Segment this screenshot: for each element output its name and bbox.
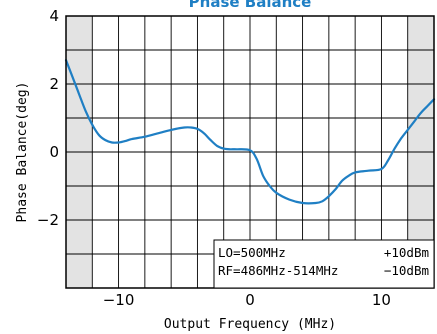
series-layer <box>64 59 436 205</box>
legend-box: LO=500MHz +10dBm RF=486MHz-514MHz −10dBm <box>213 239 435 289</box>
x-axis-title: Output Frequency (MHz) <box>164 317 336 332</box>
x-tick-label: 0 <box>245 291 255 309</box>
y-tick-label: 4 <box>49 7 59 25</box>
chart-title: Phase Balance <box>189 0 312 11</box>
y-axis-title: Phase Balance(deg) <box>15 82 30 223</box>
x-tick-label: −10 <box>103 291 135 309</box>
series-line-0 <box>64 59 436 205</box>
y-tick-label: 2 <box>49 75 59 93</box>
legend-lo-label: LO=500MHz <box>218 245 286 260</box>
y-tick-label: 0 <box>49 143 59 161</box>
legend-rf-value: −10dBm <box>384 263 429 278</box>
legend-lo-value: +10dBm <box>384 245 429 260</box>
x-tick-labels: −10 0 10 <box>103 291 391 309</box>
legend-background <box>213 239 435 289</box>
y-tick-labels: 4 2 0 −2 <box>37 7 59 229</box>
legend-rf-label: RF=486MHz-514MHz <box>218 263 338 278</box>
x-tick-label: 10 <box>372 291 391 309</box>
y-tick-label: −2 <box>37 211 59 229</box>
